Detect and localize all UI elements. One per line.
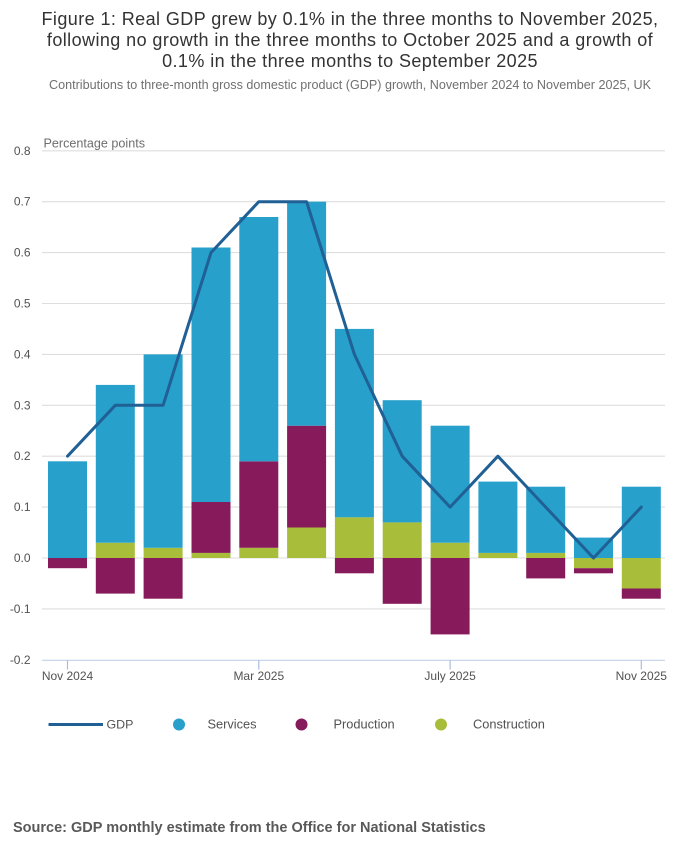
svg-text:0.6: 0.6: [14, 246, 31, 260]
svg-text:Construction: Construction: [473, 717, 545, 732]
svg-text:0.8: 0.8: [14, 144, 31, 158]
svg-text:-0.1: -0.1: [10, 602, 31, 616]
svg-text:GDP: GDP: [107, 718, 134, 732]
svg-text:-0.2: -0.2: [10, 653, 31, 667]
svg-text:0.3: 0.3: [14, 398, 31, 412]
svg-text:Nov 2025: Nov 2025: [616, 669, 668, 683]
svg-text:Production: Production: [334, 717, 395, 732]
svg-text:0.5: 0.5: [14, 297, 31, 311]
svg-text:0.7: 0.7: [14, 195, 31, 209]
svg-text:July 2025: July 2025: [424, 669, 476, 683]
svg-text:0.0: 0.0: [14, 551, 31, 565]
svg-text:Percentage points: Percentage points: [44, 137, 146, 151]
svg-text:Nov 2024: Nov 2024: [42, 669, 94, 683]
svg-text:Services: Services: [208, 717, 257, 732]
svg-text:0.2: 0.2: [14, 449, 31, 463]
svg-text:Mar 2025: Mar 2025: [233, 669, 284, 683]
svg-text:0.1: 0.1: [14, 500, 31, 514]
svg-text:0.4: 0.4: [14, 347, 31, 361]
